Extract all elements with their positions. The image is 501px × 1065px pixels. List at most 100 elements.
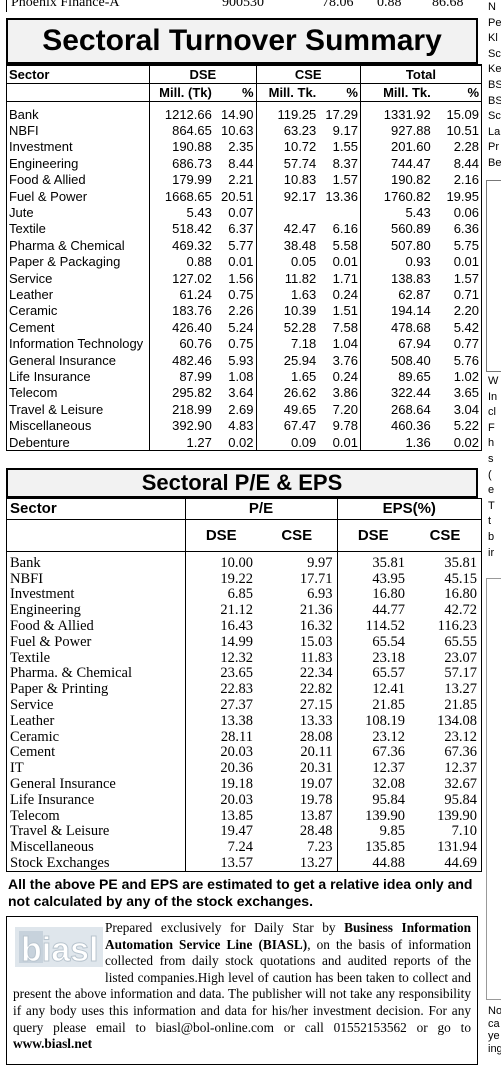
cut-off-text: Pr <box>488 141 499 154</box>
col-cse-pct: % <box>318 83 361 102</box>
cell-value: 28.11 <box>184 729 257 746</box>
cell-value: 12.37 <box>336 761 409 777</box>
cut-off-text: W <box>488 375 499 387</box>
cut-off-text: t <box>488 515 492 528</box>
cut-off-text: ir <box>488 546 495 559</box>
cell-value: 3.76 <box>332 352 358 368</box>
turnover-title: Sectoral Turnover Summary <box>6 18 478 64</box>
cell-value: 44.69 <box>444 855 477 872</box>
cut-off-text: Be <box>488 157 501 169</box>
sector-name: Debenture <box>9 434 70 450</box>
cell-value: 139.90 <box>437 807 477 824</box>
cell-value: 6.93 <box>307 586 333 603</box>
sector-name: Leather <box>9 286 54 302</box>
cell-value: 7.23 <box>307 839 333 856</box>
cell-value: 25.94 <box>255 351 319 369</box>
table-row: Travel & Leisure 218.99 2.69 49.65 7.20 268.6… <box>7 401 481 418</box>
sector-name: Engineering <box>10 602 81 619</box>
cut-off-text: BS <box>488 94 501 107</box>
cell-value: 0.71 <box>453 286 479 302</box>
cell-value: 1.08 <box>228 368 254 384</box>
cell-value: 67.47 <box>255 417 319 434</box>
biasl-link[interactable]: www.biasl.net <box>13 1036 93 1052</box>
col-eps-dse: DSE <box>336 519 409 551</box>
table-row: Travel & Leisure 19.47 28.48 9.85 7.10 <box>7 824 481 840</box>
pe-eps-title: Sectoral P/E & EPS <box>6 468 478 498</box>
cell-value: 0.01 <box>453 254 479 270</box>
sector-name: Food & Allied <box>10 618 94 635</box>
cut-off-text: Sc <box>488 110 501 123</box>
table-row: Service 27.37 27.15 21.85 21.85 <box>7 698 481 714</box>
table-row: Pharma. & Chemical 23.65 22.34 65.57 57.17 <box>7 666 481 682</box>
cell-value: 3.64 <box>228 385 254 401</box>
adjacent-chart-edge <box>486 180 501 372</box>
sector-name: Food & Allied <box>9 172 86 188</box>
table-row: Information Technology 60.76 0.75 7.18 1.04 6… <box>7 335 481 352</box>
col-eps-cse: CSE <box>429 526 461 544</box>
cell-value: 57.17 <box>444 665 477 682</box>
col-pe-cse: CSE <box>281 526 313 544</box>
cell-value: 0.88 <box>149 253 214 270</box>
cell-value: 0.06 <box>453 205 479 221</box>
table-row: IT 20.36 20.31 12.37 12.37 <box>7 761 481 777</box>
table-row: Food & Allied 179.99 2.21 10.83 1.57 190.82 2.… <box>7 171 481 188</box>
col-cse: CSE <box>255 65 361 84</box>
cell-value <box>255 204 319 221</box>
sector-name: Bank <box>9 106 39 122</box>
cell-value: 1331.92 <box>359 101 433 123</box>
cell-value: 744.47 <box>359 155 433 172</box>
cell-value: 138.83 <box>359 269 433 287</box>
cell-value: 1.71 <box>332 270 358 286</box>
table-row: Food & Allied 16.43 16.32 114.52 116.23 <box>7 619 481 635</box>
cut-off-text: In <box>488 390 498 403</box>
cell-value: 6.85 <box>184 587 257 603</box>
cell-value: 469.32 <box>149 237 214 254</box>
cell-value: 89.65 <box>359 368 433 385</box>
table-row: Pharma & Chemical 469.32 5.77 38.48 5.58 507.… <box>7 237 481 254</box>
cell-value: 10.00 <box>184 551 257 572</box>
cell-value: 8.44 <box>228 155 254 171</box>
cell-value: 5.42 <box>453 319 479 335</box>
col-pe-dse: DSE <box>184 519 257 551</box>
cell-value: 20.36 <box>184 761 257 777</box>
col-sector: Sector <box>10 500 57 518</box>
cell-value: 13.38 <box>184 713 257 730</box>
cell-value: 10.83 <box>255 171 319 188</box>
company-name: Phoenix Finance-A <box>11 0 120 10</box>
cell-value: 22.82 <box>299 681 333 698</box>
sector-name: Miscellaneous <box>9 418 92 434</box>
cell-value: 295.82 <box>149 384 214 402</box>
cell-value: 2.26 <box>228 303 254 319</box>
col-total-pct: % <box>432 83 481 102</box>
cell-value: 5.76 <box>453 352 479 368</box>
cell-value: 135.85 <box>336 840 409 856</box>
estimate-note: All the above PE and EPS are estimated t… <box>8 876 473 909</box>
cell-value: 19.07 <box>299 776 333 793</box>
sector-name: Textile <box>10 649 51 666</box>
cell-value: 3.65 <box>453 385 479 401</box>
cell-value: 23.18 <box>336 650 409 667</box>
cell-value: 13.27 <box>299 855 333 872</box>
col-dse: DSE <box>149 65 257 84</box>
cell-value: 23.12 <box>444 728 477 745</box>
value-3: 0.88 <box>377 0 402 10</box>
cell-value: 2.35 <box>228 139 254 155</box>
cell-value: 190.82 <box>359 171 433 188</box>
biasl-logo: biasl <box>15 927 103 969</box>
cell-value: 63.23 <box>255 122 319 139</box>
table-row: Ceramic 28.11 28.08 23.12 23.12 <box>7 728 481 746</box>
cell-value: 1760.82 <box>359 187 433 205</box>
cell-value: 7.10 <box>451 823 477 840</box>
table-row: Ceramic 183.76 2.26 10.39 1.51 194.14 2.20 <box>7 302 481 320</box>
cell-value: 2.69 <box>228 401 254 417</box>
value-4: 86.68 <box>432 0 464 10</box>
sector-name: Life Insurance <box>10 791 95 808</box>
table-row: Bank 10.00 9.97 35.81 35.81 <box>7 551 481 572</box>
cell-value: 2.20 <box>453 303 479 319</box>
cell-value: 7.58 <box>332 319 358 335</box>
cell-value: 87.99 <box>149 368 214 385</box>
table-row: Investment 6.85 6.93 16.80 16.80 <box>7 587 481 603</box>
sector-name: Fuel & Power <box>10 633 92 650</box>
cut-off-text: BS <box>488 79 501 91</box>
